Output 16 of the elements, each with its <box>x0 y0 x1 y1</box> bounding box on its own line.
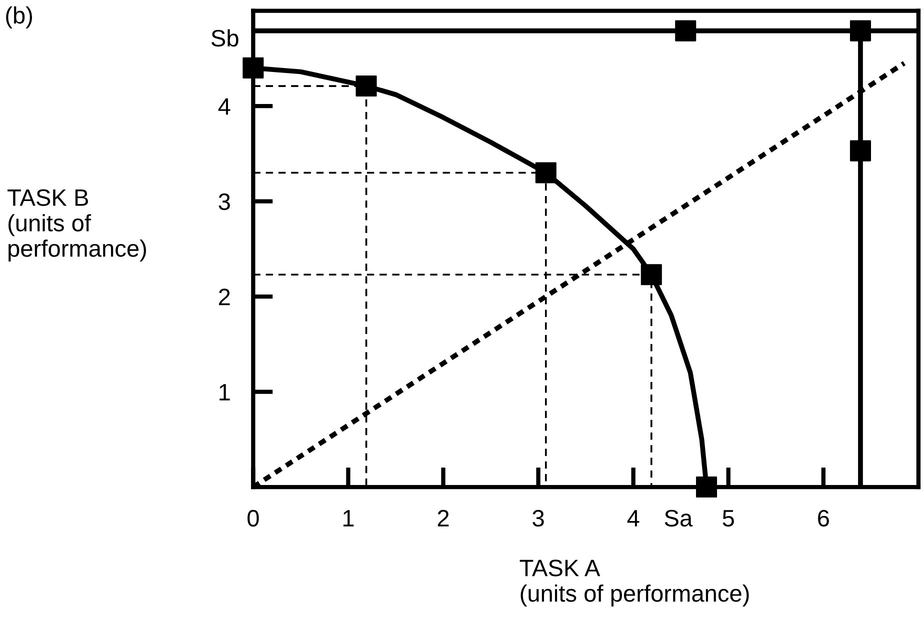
y-tick-label: 1 <box>220 384 230 400</box>
text: (b) <box>6 6 32 28</box>
x-tick-label: 0 <box>248 510 259 527</box>
x-tick-label: 5 <box>722 510 734 527</box>
x-tick-label: 4 <box>627 510 640 526</box>
annotation: Sb <box>211 29 238 47</box>
y-tick-label: 4 <box>218 98 230 115</box>
y-tick-label: 2 <box>219 288 230 306</box>
y-axis-title: TASK B (units of performance) <box>8 189 146 262</box>
x-tick-label: 1 <box>343 510 354 526</box>
x-tick-label: 3 <box>532 510 544 527</box>
x-tick-label: 2 <box>438 510 449 526</box>
x-tick-label: 6 <box>818 510 829 527</box>
annotation: Sa <box>664 510 693 527</box>
y-tick-label: 3 <box>218 193 230 210</box>
x-axis-title: TASK A (units of performance) <box>520 560 749 606</box>
